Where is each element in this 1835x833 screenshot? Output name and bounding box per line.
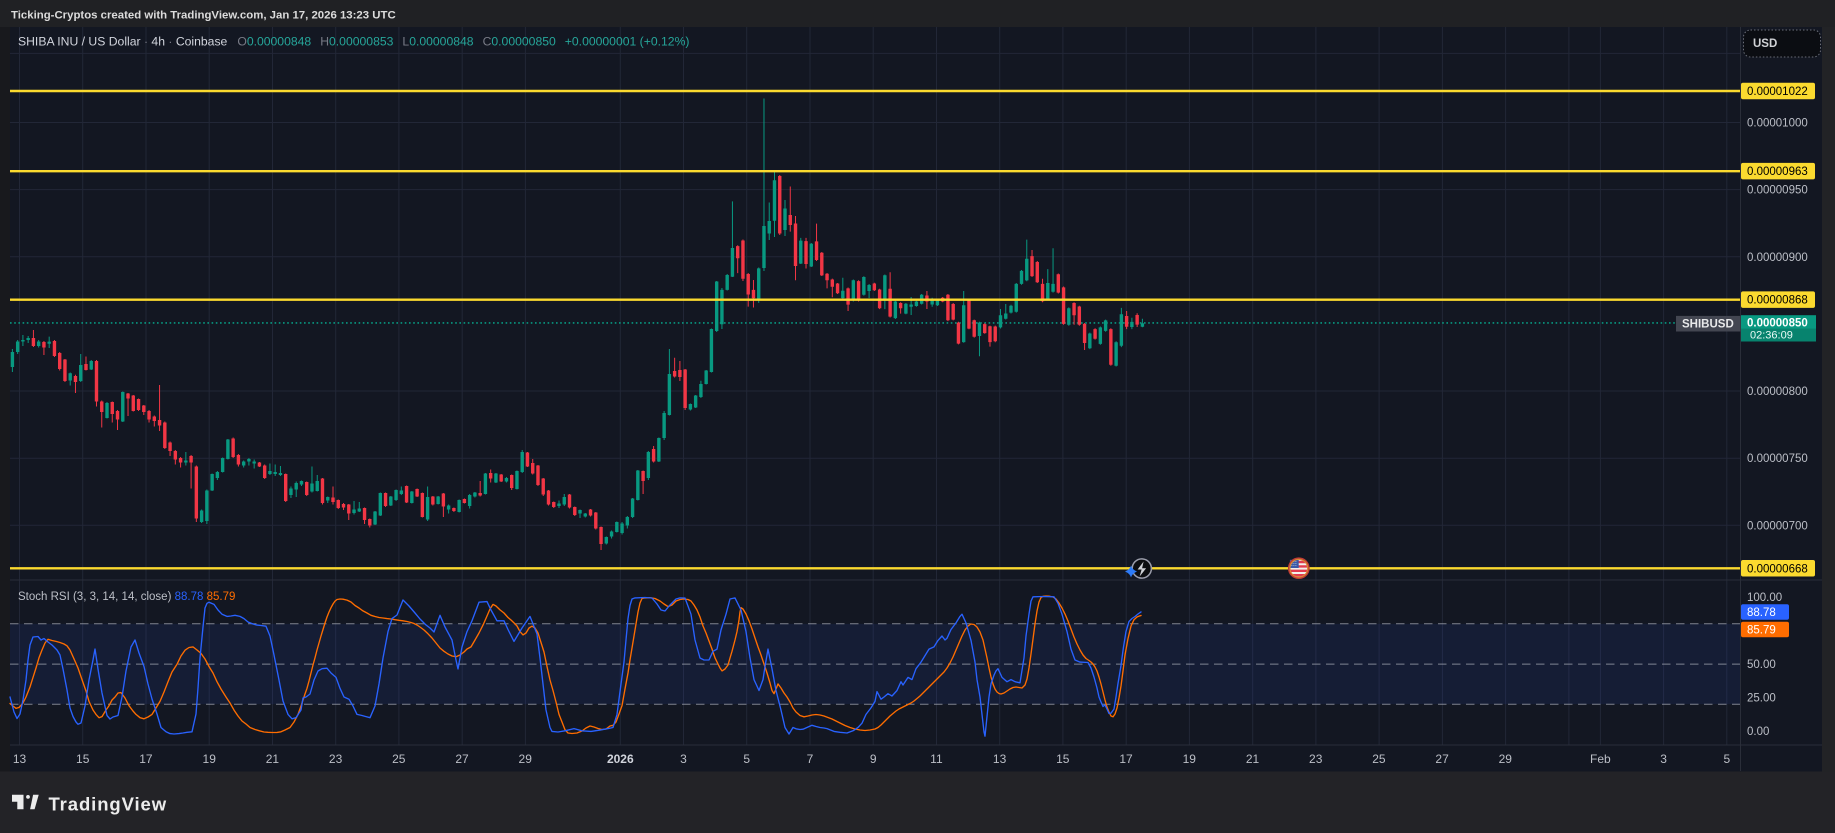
svg-text:Feb: Feb	[1590, 752, 1611, 766]
svg-text:0.00000700: 0.00000700	[1747, 520, 1808, 532]
svg-text:13: 13	[993, 752, 1007, 766]
svg-text:27: 27	[455, 752, 469, 766]
svg-text:85.79: 85.79	[1747, 625, 1776, 637]
svg-text:SHIBUSD: SHIBUSD	[1682, 319, 1734, 331]
svg-text:19: 19	[203, 752, 217, 766]
svg-text:TradingView: TradingView	[49, 794, 168, 815]
svg-text:25.00: 25.00	[1747, 693, 1776, 705]
svg-text:02:36:09: 02:36:09	[1750, 330, 1793, 342]
svg-text:15: 15	[76, 752, 90, 766]
svg-text:0.00000868: 0.00000868	[1747, 295, 1808, 307]
svg-text:23: 23	[329, 752, 343, 766]
svg-text:21: 21	[1246, 752, 1260, 766]
svg-text:2026: 2026	[607, 752, 634, 766]
svg-text:7: 7	[807, 752, 814, 766]
svg-text:USD: USD	[1753, 38, 1777, 50]
svg-text:21: 21	[266, 752, 280, 766]
svg-text:19: 19	[1183, 752, 1197, 766]
svg-text:0.00000800: 0.00000800	[1747, 386, 1808, 398]
svg-text:0.00000850: 0.00000850	[1747, 318, 1808, 330]
svg-text:13: 13	[13, 752, 27, 766]
svg-text:17: 17	[1119, 752, 1133, 766]
svg-text:11: 11	[930, 752, 943, 766]
svg-text:23: 23	[1309, 752, 1323, 766]
svg-text:100.00: 100.00	[1747, 592, 1782, 604]
svg-text:3: 3	[680, 752, 687, 766]
svg-text:5: 5	[743, 752, 750, 766]
svg-text:0.00000900: 0.00000900	[1747, 252, 1808, 264]
svg-text:0.00001000: 0.00001000	[1747, 118, 1808, 130]
svg-text:5: 5	[1723, 752, 1730, 766]
svg-text:Stoch RSI (3, 3, 14, 14, close: Stoch RSI (3, 3, 14, 14, close) 88.78 85…	[18, 591, 235, 603]
svg-text:0.00: 0.00	[1747, 726, 1769, 738]
svg-text:29: 29	[1499, 752, 1513, 766]
svg-text:15: 15	[1056, 752, 1070, 766]
svg-text:0.00000750: 0.00000750	[1747, 453, 1808, 465]
svg-text:50.00: 50.00	[1747, 659, 1776, 671]
svg-text:27: 27	[1435, 752, 1449, 766]
svg-text:3: 3	[1660, 752, 1667, 766]
svg-text:0.00000963: 0.00000963	[1747, 166, 1808, 178]
svg-text:0.00000950: 0.00000950	[1747, 185, 1808, 197]
svg-text:0.00001022: 0.00001022	[1747, 86, 1808, 98]
svg-text:25: 25	[1372, 752, 1386, 766]
svg-text:25: 25	[392, 752, 406, 766]
svg-text:Ticking-Cryptos created with T: Ticking-Cryptos created with TradingView…	[11, 10, 396, 22]
svg-text:17: 17	[139, 752, 153, 766]
svg-text:SHIBA INU / US Dollar · 4h · C: SHIBA INU / US Dollar · 4h · Coinbase O0.…	[18, 35, 689, 49]
svg-text:9: 9	[870, 752, 877, 766]
svg-text:88.78: 88.78	[1747, 607, 1776, 619]
svg-text:29: 29	[519, 752, 533, 766]
svg-text:0.00000668: 0.00000668	[1747, 563, 1808, 575]
